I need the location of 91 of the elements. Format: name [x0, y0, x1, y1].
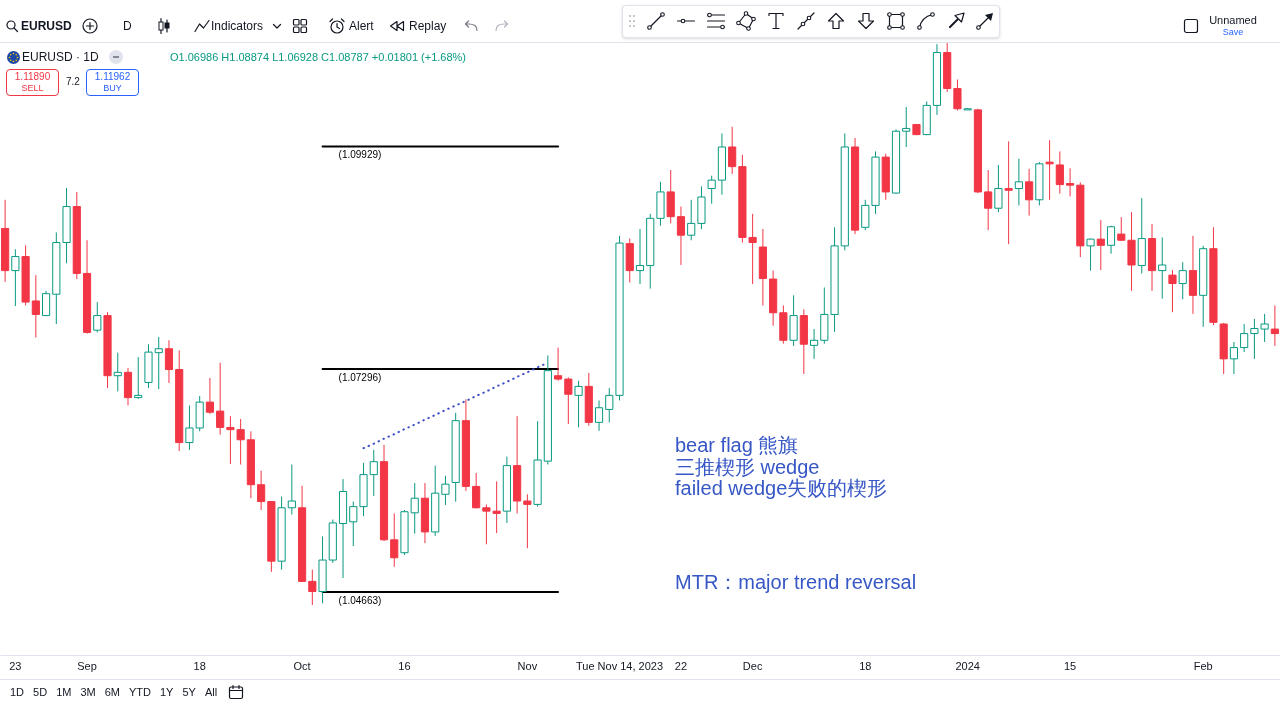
- annotation: BUY: [102, 83, 123, 94]
- text: 1M: [56, 686, 72, 699]
- text: 1D: [10, 686, 25, 699]
- text: 3M: [80, 686, 96, 699]
- text: All: [204, 686, 218, 699]
- buy-button: 1.11962 BUY: [86, 69, 139, 96]
- candlestick: [902, 106, 911, 148]
- candlestick: [594, 399, 604, 432]
- candlestick: [994, 164, 1003, 213]
- candlestick: [676, 206, 686, 266]
- x-tick-label: Sep: [77, 659, 97, 672]
- x-tick-label: 2024: [955, 659, 980, 672]
- candlestick: [574, 380, 583, 428]
- candlestick: [1014, 158, 1023, 206]
- candlestick: [554, 347, 563, 382]
- candlestick: [1096, 219, 1105, 271]
- text: 5D: [33, 686, 48, 699]
- candlestick: [11, 248, 20, 307]
- candlestick: [205, 377, 214, 415]
- candlestick: [113, 352, 122, 392]
- annotation: 1.11962: [93, 71, 132, 83]
- annotation: 7.2: [66, 76, 80, 88]
- candlestick: [308, 569, 317, 606]
- x-tick-label: 16: [398, 659, 411, 672]
- candlestick: [1045, 139, 1054, 201]
- text: D: [123, 18, 132, 34]
- text: 5Y: [182, 686, 196, 699]
- candlestick: [1178, 261, 1187, 300]
- candlestick: [1168, 269, 1177, 313]
- candlestick: [635, 228, 645, 285]
- annotation: SELL: [20, 83, 45, 94]
- text: Alert: [349, 18, 374, 34]
- candlestick: [687, 199, 696, 241]
- series-label: (1.04663): [338, 595, 382, 607]
- sell-button: 1.11890 SELL: [6, 69, 59, 96]
- candlestick: [93, 301, 102, 333]
- candlestick: [564, 376, 573, 425]
- series-label: (1.07296): [338, 371, 382, 383]
- candlestick: [707, 175, 716, 205]
- text: YTD: [128, 686, 151, 699]
- candlestick: [1158, 236, 1167, 300]
- candlestick: [369, 449, 378, 497]
- annotation: failed wedge失败的楔形: [675, 477, 888, 499]
- x-tick-label: Nov: [517, 659, 538, 672]
- text: 6M: [104, 686, 120, 699]
- annotation: bear flag 熊旗: [675, 434, 799, 456]
- candlestick: [257, 470, 266, 511]
- candlestick: [1055, 150, 1064, 195]
- candlestick: [1086, 238, 1095, 272]
- candlestick: [42, 290, 51, 317]
- x-tick-label: 23: [9, 659, 22, 672]
- candlestick: [472, 472, 481, 509]
- candlestick: [523, 493, 532, 549]
- candlestick: [1025, 168, 1034, 217]
- text: Replay: [409, 18, 447, 34]
- candlestick: [164, 339, 174, 384]
- candlestick: [1240, 323, 1249, 353]
- text: EURUSD · 1D: [22, 50, 99, 64]
- candlestick: [1229, 341, 1238, 375]
- text: Save: [1221, 27, 1245, 37]
- x-tick-label: Dec: [742, 659, 763, 672]
- candlestick: [728, 126, 737, 175]
- candlestick: [1106, 225, 1116, 255]
- candlestick: [134, 356, 143, 400]
- x-tick-label: 18: [859, 659, 872, 672]
- candlestick: [1066, 167, 1075, 197]
- x-tick-label: Feb: [1193, 659, 1213, 672]
- candlestick: [287, 464, 296, 516]
- series-label: (1.09929): [338, 149, 382, 161]
- candlestick: [390, 512, 399, 568]
- candlestick: [31, 274, 40, 338]
- x-tick-label: 15: [1063, 659, 1077, 672]
- candlestick: [216, 362, 225, 436]
- candlestick: [441, 475, 450, 506]
- annotation: MTR：major trend reversal: [675, 571, 917, 593]
- x-tick-label: 18: [193, 659, 206, 672]
- candlestick: [1004, 140, 1013, 245]
- text: O1.06986 H1.08874 L1.06928 C1.08787 +0.01801 (+1.68%): [170, 51, 467, 64]
- candlestick: [810, 328, 819, 360]
- text: EURUSD: [21, 18, 72, 34]
- text: 1Y: [159, 686, 174, 699]
- annotation: 三推楔形 wedge: [675, 455, 820, 478]
- candlestick: [1270, 304, 1279, 347]
- candlestick: [984, 169, 993, 231]
- text: Unnamed: [1208, 14, 1258, 27]
- text: Indicators: [211, 18, 264, 34]
- annotation: 1.11890: [13, 71, 52, 83]
- x-tick-label: Oct: [293, 659, 311, 672]
- candlestick: [953, 79, 962, 111]
- x-tick-label: 22: [674, 659, 688, 672]
- x-tick-label: Tue Nov 14, 2023: [576, 659, 664, 672]
